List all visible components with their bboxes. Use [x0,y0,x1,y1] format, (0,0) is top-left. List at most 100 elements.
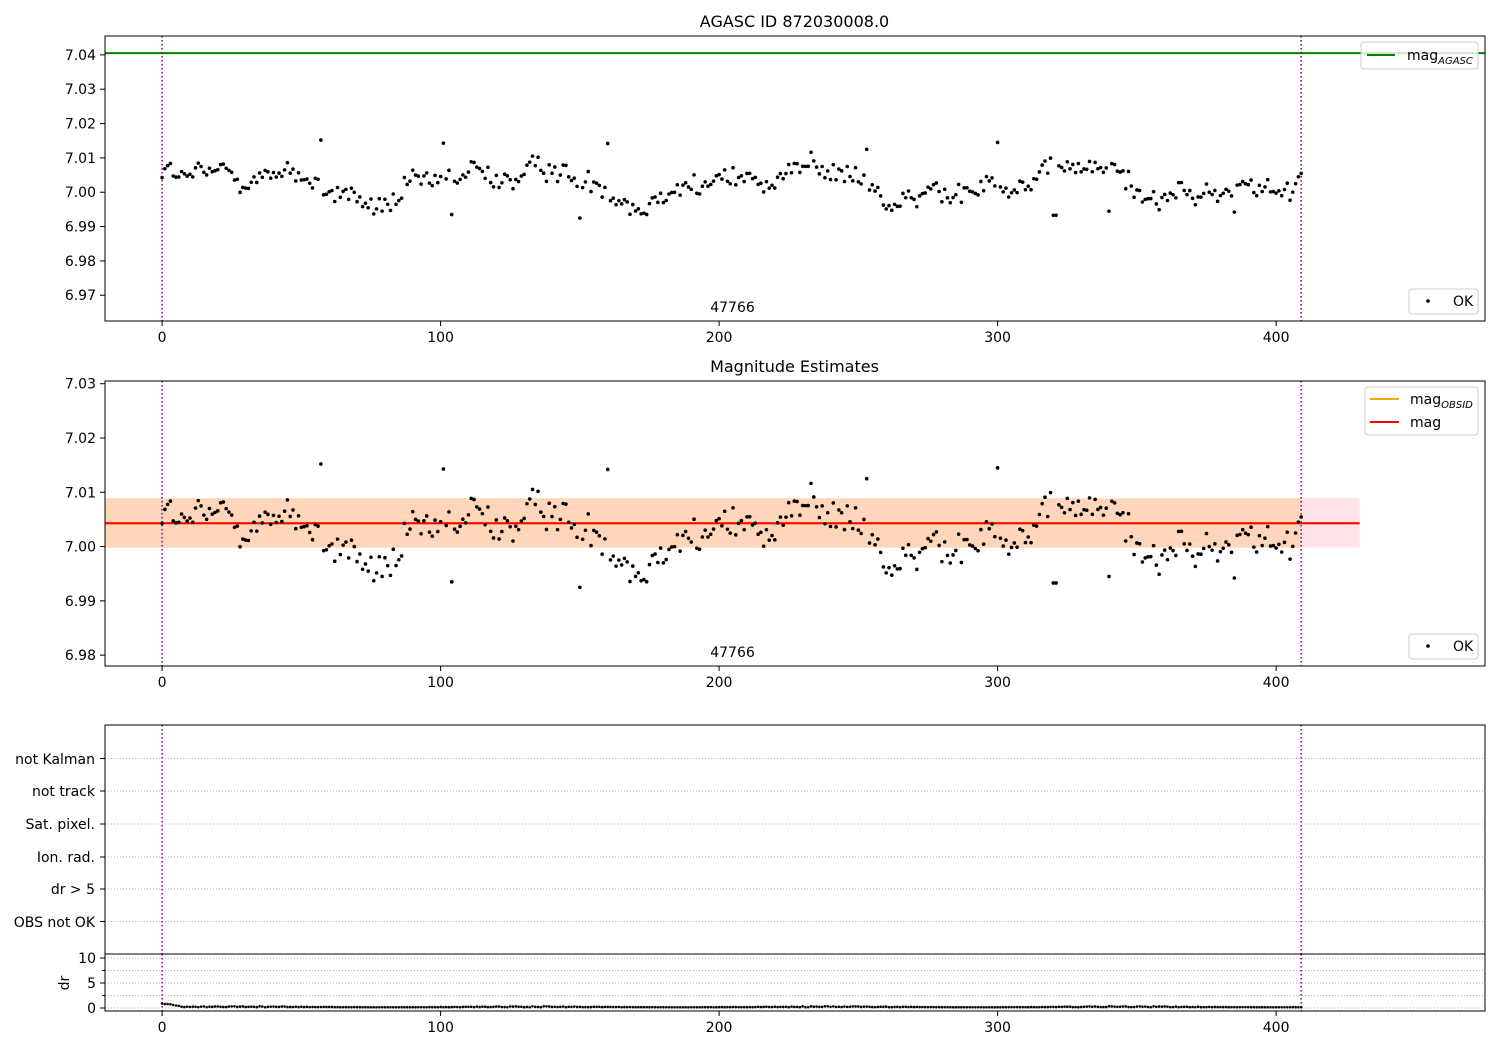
p2-ok-point [839,510,844,515]
p1-ok-point [817,172,822,176]
p2-ok-point [773,538,777,542]
p1-ok-point [1199,195,1203,199]
p1-ok-point [438,174,443,179]
p1-ytick-label-0: 6.97 [65,288,96,304]
p2-ok-point [424,514,429,518]
dr-point [272,1005,275,1008]
dr-point [1049,1005,1052,1009]
dr-point [932,1005,935,1009]
p2-ok-point [720,524,724,528]
p1-ok-point [1160,195,1164,200]
p2-ok-point [806,503,811,508]
dr-point [1091,1005,1094,1009]
p1-ok-point [664,198,668,203]
dr-point [726,1005,729,1009]
dr-point [1001,1005,1005,1009]
p1-ok-point [909,195,914,200]
p2-ok-point [299,525,304,530]
p2-ok-point [280,519,284,524]
dr-point [776,1005,779,1009]
p1-ok-point [324,192,329,197]
p1-ok-point [321,193,326,197]
p2-ok-point [942,540,947,544]
p2-ok-point [227,510,231,514]
dr-point [500,1005,504,1009]
p2-ok-point [188,516,192,520]
p2-ok-point [912,556,916,560]
dr-point [904,1005,908,1009]
dr-point [687,1005,690,1009]
dr-point [625,1005,629,1009]
p2-ok-point [717,516,721,521]
panel-dr-frame [104,953,1486,1012]
dr-point [366,1005,370,1009]
p2-ok-point [962,537,966,542]
p1-ok-point [1254,193,1259,198]
p2-ok-point [165,502,170,507]
p2-ok-point [920,546,925,551]
p2-ok-point [1034,524,1039,528]
p2-ok-point [889,573,894,577]
p2-ok-point [1006,552,1011,556]
p2-ok-point [1204,531,1209,536]
p2-ok-point [305,523,309,528]
dr-point [1026,1005,1030,1009]
dr-point [1260,1005,1264,1009]
p1-ok-point [280,174,284,179]
p2-xtick-label-400: 400 [1263,675,1290,691]
p1-ok-point [344,187,348,192]
dr-point [692,1005,696,1009]
p2-ok-point [221,500,226,504]
p4-xtick-label-400: 400 [1263,1020,1290,1036]
p1-ok-point [806,164,811,169]
p1-ok-point [605,141,610,146]
dr-point [1224,1005,1228,1009]
p1-ok-point [717,172,721,177]
dr-point [247,1005,250,1009]
p1-ok-point [472,160,476,165]
p2-ok-point [319,462,323,466]
dr-point [1113,1005,1116,1008]
p2-ok-point [884,571,889,575]
p1-ok-point [842,179,847,184]
p2-ok-point [1062,510,1067,515]
p2-ok-point [410,509,415,514]
dr-point [720,1005,724,1009]
p2-ok-point [650,553,655,558]
p2-ok-point [483,522,487,527]
dr-point [486,1005,490,1009]
p2-ok-point [711,527,716,531]
p1-ok-point [486,165,490,170]
p2-ok-point [575,535,579,540]
dr-point [433,1005,437,1009]
p2-ok-point [1068,507,1072,512]
p2-ok-point [511,539,515,543]
p2-ok-point [388,573,393,578]
p1-ok-point [1226,189,1231,193]
p1-ok-point [391,192,396,196]
dr-point [873,1005,877,1009]
dr-point [1227,1005,1231,1009]
dr-point [1054,1005,1058,1009]
dr-point [506,1005,509,1009]
legend-mag-obsid-label: magOBSID [1410,392,1473,411]
p1-ok-point [895,204,900,209]
p2-ok-point [683,529,688,534]
dr-point [517,1005,520,1009]
dr-point [277,1005,281,1009]
p2-ok-point [923,545,928,550]
p1-ok-point [410,168,415,172]
dr-point [305,1005,309,1009]
p2-ok-point [736,521,741,526]
p2-ok-point [330,542,334,546]
p2-ok-point [1268,544,1273,548]
dr-point [1277,1005,1281,1009]
p2-ok-point [1126,511,1131,516]
p2-ok-point [1123,539,1128,543]
p1-ok-point [394,202,398,207]
p2-ok-point [1043,495,1047,500]
p2-ok-point [296,513,301,518]
p1-ok-point [539,168,543,173]
legend-ok-marker [1426,644,1430,648]
p2-ok-point [394,563,398,568]
